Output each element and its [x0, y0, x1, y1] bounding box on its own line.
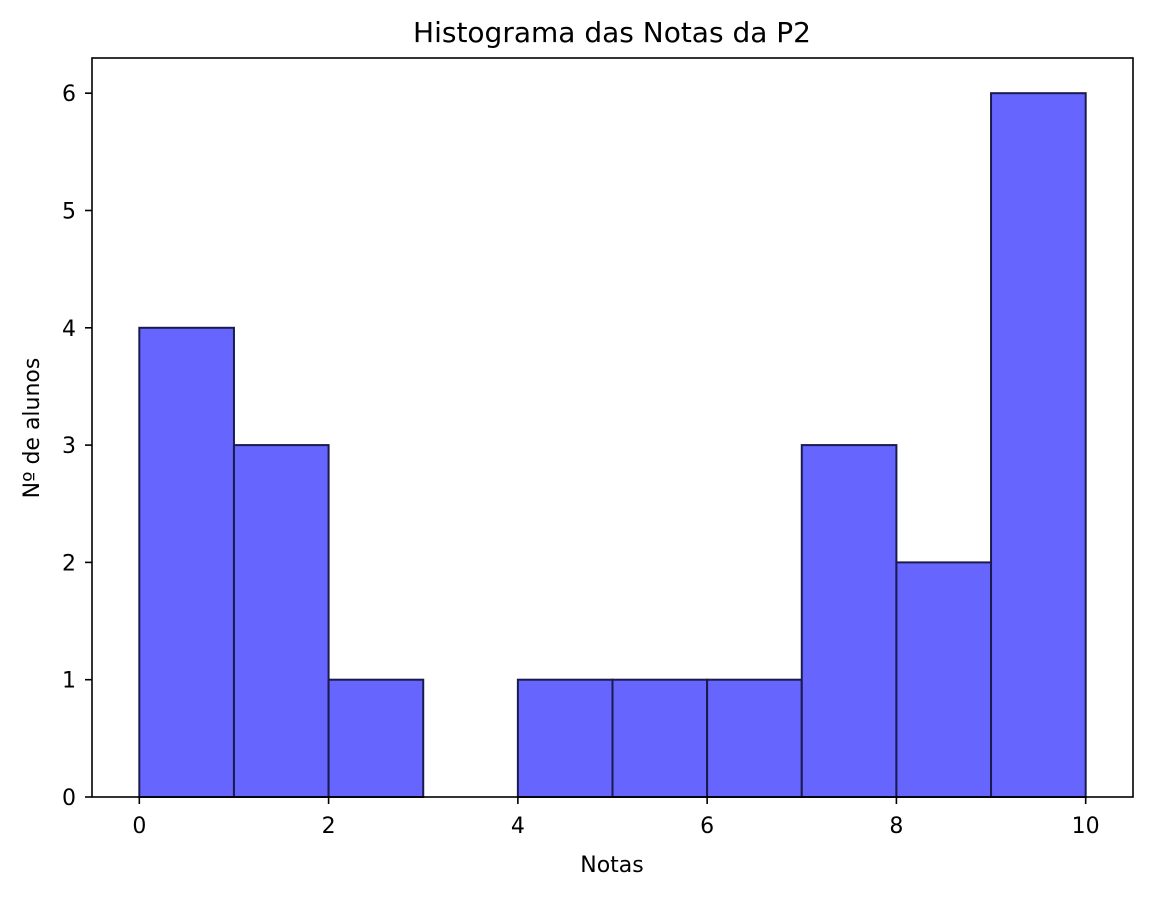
- x-axis-label: Notas: [580, 853, 644, 878]
- x-tick-label: 0: [132, 814, 146, 839]
- y-tick-label: 3: [62, 434, 76, 459]
- y-tick-label: 6: [62, 82, 76, 107]
- y-axis-label: Nº de alunos: [20, 358, 45, 499]
- x-tick-label: 4: [511, 814, 525, 839]
- histogram-bar: [516, 678, 614, 799]
- y-tick-label: 1: [62, 669, 76, 694]
- y-tick-label: 5: [62, 199, 76, 224]
- histogram-bar: [327, 678, 425, 799]
- x-tick-label: 8: [889, 814, 903, 839]
- x-tick-label: 10: [1072, 814, 1100, 839]
- x-tick-label: 6: [700, 814, 714, 839]
- histogram-bar: [990, 92, 1087, 798]
- histogram-bar: [895, 561, 993, 799]
- bars-layer: [138, 92, 1087, 799]
- histogram-bar: [611, 678, 709, 799]
- ticks-layer: 0 2 4 6 8 10 0 1 2 3 4 5 6: [62, 82, 1100, 839]
- y-tick-label: 0: [62, 786, 76, 811]
- histogram-bar: [706, 678, 803, 799]
- plot-frame: [91, 57, 1134, 798]
- y-tick-label: 4: [62, 317, 76, 342]
- x-tick-label: 2: [322, 814, 336, 839]
- chart-title: Histograma das Notas da P2: [413, 16, 811, 49]
- histogram-bar: [232, 444, 330, 798]
- histogram-bar: [138, 326, 235, 798]
- axes-layer: [91, 57, 1134, 798]
- histogram-bar: [800, 444, 898, 798]
- y-tick-label: 2: [62, 551, 76, 576]
